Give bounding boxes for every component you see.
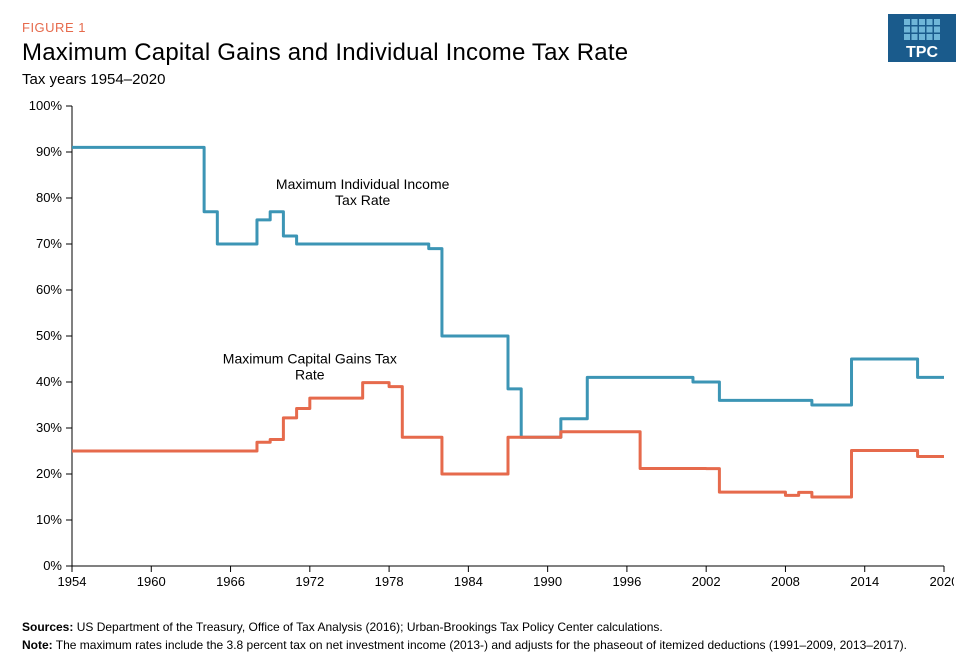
x-tick-label: 1960 <box>137 574 166 589</box>
chart-area: 0% 10% 20% 30% 40% 50% 60% 70% 80% 90% 100% 1954 196… <box>22 96 954 596</box>
y-tick-label: 0% <box>43 558 62 573</box>
x-tick-label: 2002 <box>692 574 721 589</box>
y-tick-label: 30% <box>36 420 62 435</box>
svg-text:TPC: TPC <box>906 44 938 61</box>
x-tick-label: 1978 <box>375 574 404 589</box>
x-tick-label: 2014 <box>850 574 879 589</box>
y-tick-label: 40% <box>36 374 62 389</box>
chart-subtitle: Tax years 1954–2020 <box>22 71 954 88</box>
x-tick-label: 1972 <box>295 574 324 589</box>
y-tick-label: 20% <box>36 466 62 481</box>
y-tick-label: 50% <box>36 328 62 343</box>
series-label-capgains: Maximum Capital Gains TaxRate <box>223 351 397 383</box>
tpc-logo: TPC <box>888 14 956 62</box>
y-tick-label: 80% <box>36 190 62 205</box>
sources-label: Sources: <box>22 620 73 634</box>
note-text: The maximum rates include the 3.8 percen… <box>53 638 907 652</box>
series-income <box>72 147 944 437</box>
y-tick-label: 70% <box>36 236 62 251</box>
x-tick-label: 1996 <box>612 574 641 589</box>
x-tick-label: 2008 <box>771 574 800 589</box>
footer-notes: Sources: US Department of the Treasury, … <box>22 619 954 655</box>
x-tick-label: 1984 <box>454 574 483 589</box>
x-tick-label: 1966 <box>216 574 245 589</box>
y-tick-label: 60% <box>36 282 62 297</box>
chart-title: Maximum Capital Gains and Individual Inc… <box>22 39 954 67</box>
note-label: Note: <box>22 638 53 652</box>
figure-label: FIGURE 1 <box>22 20 954 35</box>
y-tick-label: 90% <box>36 144 62 159</box>
y-tick-label: 100% <box>29 98 63 113</box>
line-chart: 0% 10% 20% 30% 40% 50% 60% 70% 80% 90% 100% 1954 196… <box>22 96 954 596</box>
sources-text: US Department of the Treasury, Office of… <box>73 620 662 634</box>
x-tick-label: 1954 <box>58 574 87 589</box>
x-tick-label: 1990 <box>533 574 562 589</box>
x-tick-label: 2020 <box>930 574 954 589</box>
series-label-income: Maximum Individual IncomeTax Rate <box>276 176 450 208</box>
y-tick-label: 10% <box>36 512 62 527</box>
